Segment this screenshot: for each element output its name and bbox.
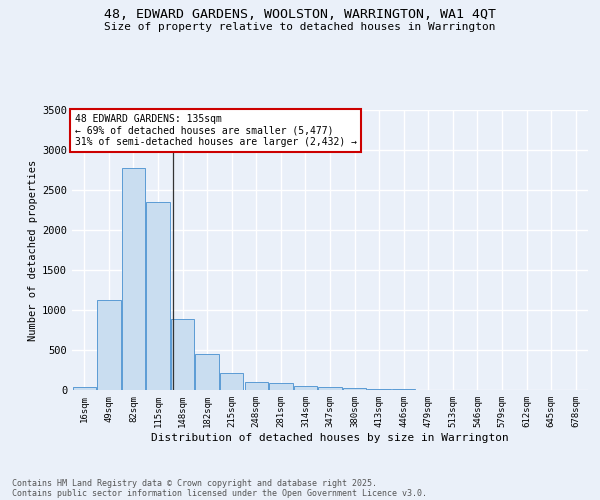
Y-axis label: Number of detached properties: Number of detached properties (28, 160, 38, 340)
Bar (122, 168, 145, 390)
Bar (97, 300, 121, 390)
Text: Contains public sector information licensed under the Open Government Licence v3: Contains public sector information licen… (12, 488, 427, 498)
Text: 48 EDWARD GARDENS: 135sqm
← 69% of detached houses are smaller (5,477)
31% of se: 48 EDWARD GARDENS: 135sqm ← 69% of detac… (74, 114, 356, 148)
Bar (171, 319, 194, 390)
Bar (196, 354, 219, 390)
Bar (343, 388, 366, 390)
Text: 48, EDWARD GARDENS, WOOLSTON, WARRINGTON, WA1 4QT: 48, EDWARD GARDENS, WOOLSTON, WARRINGTON… (104, 8, 496, 20)
Text: Size of property relative to detached houses in Warrington: Size of property relative to detached ho… (104, 22, 496, 32)
Bar (319, 387, 341, 390)
Bar (245, 382, 268, 390)
Text: Contains HM Land Registry data © Crown copyright and database right 2025.: Contains HM Land Registry data © Crown c… (12, 478, 377, 488)
X-axis label: Distribution of detached houses by size in Warrington: Distribution of detached houses by size … (151, 432, 509, 442)
Bar (220, 373, 244, 390)
Bar (146, 202, 170, 390)
Bar (269, 383, 293, 390)
Bar (367, 389, 391, 390)
Bar (73, 387, 96, 390)
Bar (294, 386, 317, 390)
